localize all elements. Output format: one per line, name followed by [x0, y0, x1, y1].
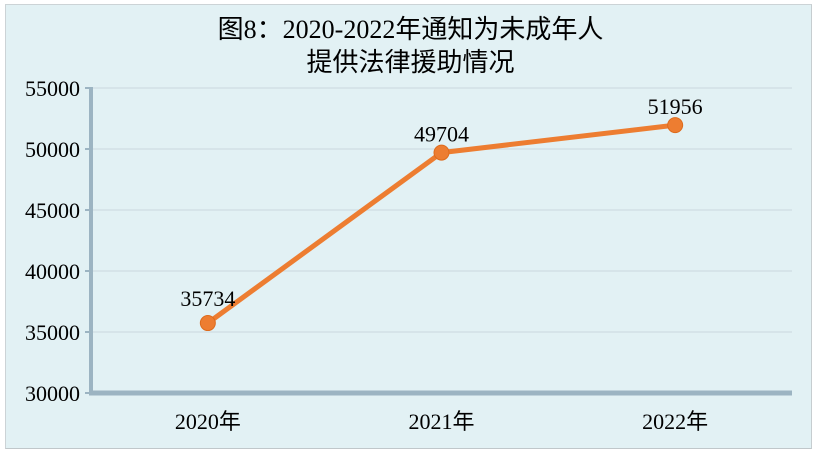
x-tick-label: 2020年: [175, 409, 241, 434]
chart-title-line1: 图8：2020-2022年通知为未成年人: [217, 15, 604, 44]
y-tick-label: 45000: [25, 198, 80, 223]
data-point-label: 51956: [648, 94, 703, 119]
y-tick-label: 55000: [25, 76, 80, 101]
chart-title-line2: 提供法律援助情况: [306, 48, 515, 77]
data-point-marker: [667, 117, 684, 134]
y-tick-label: 50000: [25, 137, 80, 162]
data-point-label: 49704: [414, 122, 469, 147]
y-tick-label: 40000: [25, 259, 80, 284]
x-tick-label: 2021年: [408, 409, 474, 434]
data-point-marker: [199, 315, 216, 332]
y-tick-label: 30000: [25, 381, 80, 406]
data-point-label: 35734: [180, 286, 235, 311]
y-tick-label: 35000: [25, 320, 80, 345]
x-tick-label: 2022年: [642, 409, 708, 434]
data-point-marker: [433, 144, 450, 161]
chart-title: 图8：2020-2022年通知为未成年人 提供法律援助情况: [0, 13, 821, 79]
chart-frame: [5, 4, 812, 449]
